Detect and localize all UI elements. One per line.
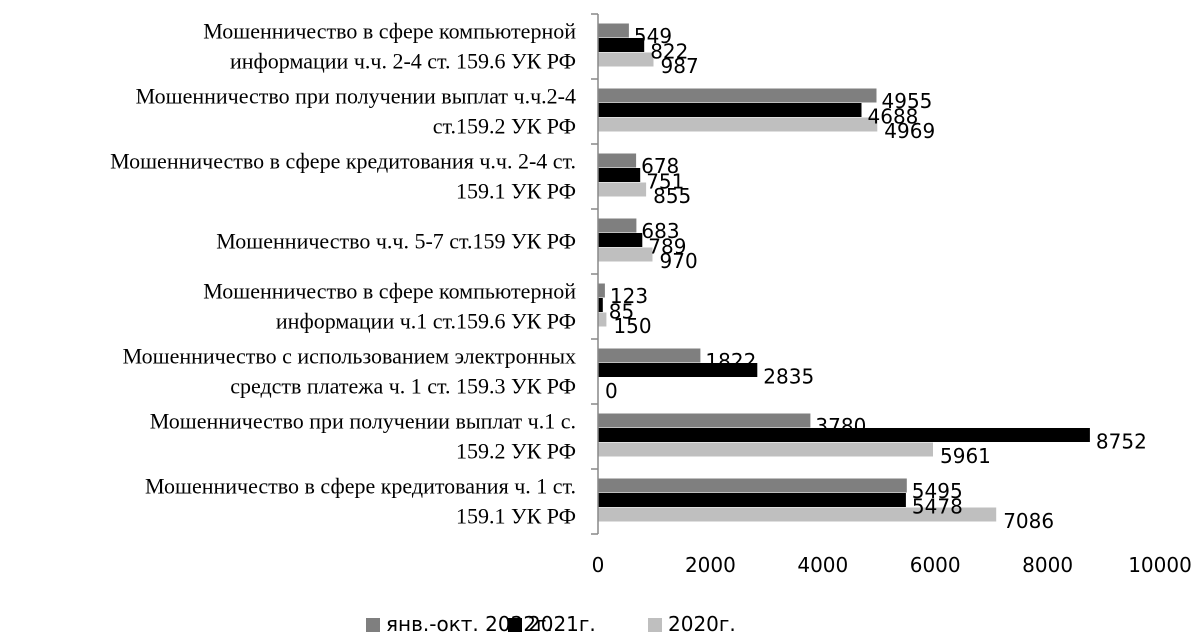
data-label: 970: [660, 249, 698, 273]
bar: [598, 507, 997, 522]
x-tick-label: 6000: [910, 553, 961, 577]
legend-swatch: [508, 618, 522, 632]
bar: [598, 363, 758, 377]
category-label: Мошенничество в сфере кредитования ч.ч. …: [110, 149, 576, 204]
bar: [598, 493, 906, 507]
bar: [598, 88, 877, 103]
data-label: 4969: [884, 119, 935, 143]
legend-swatch: [648, 618, 662, 632]
data-label: 3780: [815, 414, 866, 438]
data-label: 1822: [705, 349, 756, 373]
bar: [598, 283, 605, 298]
bar: [598, 478, 907, 493]
y-axis: [591, 13, 599, 535]
legend-swatch: [366, 618, 380, 632]
x-tick-label: 10000: [1128, 553, 1192, 577]
legend-label: 2020г.: [668, 612, 736, 634]
data-label: 5478: [912, 495, 963, 519]
data-label: 85: [609, 300, 634, 324]
category-label: Мошенничество в сфере кредитования ч. 1 …: [145, 474, 576, 529]
data-label: 789: [648, 235, 686, 259]
category-label: Мошенничество в сфере компьютерной информ…: [203, 19, 576, 74]
data-label: 855: [653, 184, 691, 208]
category-labels: Мошенничество в сфере компьютерной информ…: [110, 19, 576, 529]
data-label: 150: [613, 314, 651, 338]
bar: [598, 103, 862, 117]
data-label: 751: [646, 170, 684, 194]
legend: янв.-окт. 2022г.2021г. 2020г.: [366, 612, 736, 634]
data-label: 5495: [912, 479, 963, 503]
data-label: 0: [605, 379, 618, 403]
bar: [598, 52, 654, 67]
x-tick-labels: 0 2000 4000 6000 8000 10000: [592, 553, 1192, 577]
category-label: Мошенничество при получении выплат ч.ч.2…: [136, 84, 576, 139]
data-label: 683: [641, 219, 679, 243]
data-label: 822: [650, 40, 688, 64]
bar: [598, 182, 647, 197]
bar: [598, 153, 637, 168]
category-label: Мошенничество с использованием электронн…: [123, 344, 576, 399]
bar: [598, 168, 641, 182]
category-label: Мошенничество при получении выплат ч.1 с…: [150, 409, 576, 464]
x-tick-label: 4000: [797, 553, 848, 577]
data-label: 4688: [868, 105, 919, 129]
data-label: 8752: [1096, 430, 1147, 454]
data-label: 123: [610, 284, 648, 308]
bar: [598, 117, 878, 132]
bar: [598, 38, 645, 52]
x-tick-label: 0: [592, 553, 605, 577]
bar: [598, 233, 643, 247]
bar: [598, 218, 637, 233]
bar: [598, 247, 653, 262]
bar: [598, 428, 1090, 442]
bar: [598, 348, 701, 363]
data-label: 7086: [1003, 509, 1054, 533]
data-label: 4955: [882, 89, 933, 113]
bar: [598, 298, 603, 312]
data-label: 678: [641, 154, 679, 178]
data-label: 987: [661, 54, 699, 78]
category-label: Мошенничество в сфере компьютерной информ…: [203, 279, 576, 334]
x-tick-label: 8000: [1022, 553, 1073, 577]
legend-label: 2021г.: [528, 612, 596, 634]
bar: [598, 312, 607, 327]
bar: [598, 23, 629, 38]
bar: [598, 413, 811, 428]
category-label: Мошенничество ч.ч. 5-7 ст.159 УК РФ: [216, 229, 576, 254]
data-label: 5961: [940, 444, 991, 468]
bar: [598, 442, 933, 457]
data-label: 2835: [763, 365, 814, 389]
x-tick-label: 2000: [685, 553, 736, 577]
bars: [598, 23, 1090, 522]
data-label: 549: [634, 24, 672, 48]
